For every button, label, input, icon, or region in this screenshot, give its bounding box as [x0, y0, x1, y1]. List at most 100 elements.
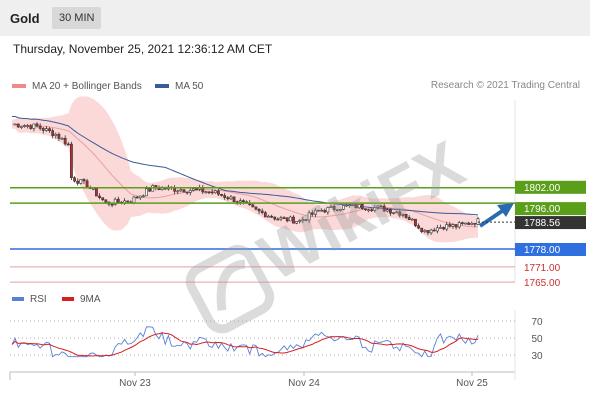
candle-body — [373, 207, 377, 211]
candle-body — [301, 219, 305, 221]
candle-body — [138, 195, 142, 199]
candle-body — [389, 209, 392, 214]
candle-body — [370, 209, 374, 212]
candle-body — [48, 128, 51, 132]
candle-body — [217, 190, 220, 195]
candle-body — [148, 188, 152, 192]
candle-body — [226, 197, 230, 200]
candle-body — [38, 125, 42, 129]
candle-body — [76, 180, 80, 184]
rsi-lines — [11, 326, 479, 358]
candle-body — [357, 204, 361, 209]
candle-body — [110, 203, 114, 206]
candle-body — [348, 204, 352, 206]
rsi-ma-line — [11, 332, 479, 357]
candle-body — [260, 210, 264, 213]
wikifx-logo-swoosh — [216, 259, 246, 311]
candle-body — [182, 189, 186, 193]
credit-text: Research © 2021 Trading Central — [430, 80, 580, 91]
candle-body — [426, 230, 430, 234]
candle-body — [95, 188, 98, 197]
candle-body — [382, 205, 386, 212]
candle-body — [435, 227, 439, 232]
legend-bollinger-swatch — [12, 84, 26, 89]
legend-9ma: 9MA — [62, 294, 101, 305]
candle-body — [101, 197, 105, 201]
candle-body — [298, 220, 302, 222]
candle-body — [242, 200, 245, 203]
legend-9ma-swatch — [62, 297, 74, 302]
rsi-tick-50: 50 — [531, 334, 543, 345]
level-label: 1802.00 — [524, 183, 561, 194]
candle-body — [60, 137, 64, 140]
candle-body — [254, 206, 258, 210]
candle-body — [467, 222, 471, 225]
x-tick-label: Nov 23 — [119, 378, 151, 389]
instrument-title: Gold — [10, 11, 40, 26]
candle-body — [251, 204, 255, 208]
candle-body — [323, 210, 327, 213]
candle-body — [364, 208, 367, 211]
candle-body — [132, 196, 136, 203]
legend-bollinger-label: MA 20 + Bollinger Bands — [32, 81, 142, 92]
candle-body — [335, 209, 339, 211]
candle-body — [407, 217, 411, 220]
candle-body — [85, 180, 89, 188]
candle-body — [376, 205, 380, 208]
candle-body — [473, 222, 477, 225]
candle-body — [451, 224, 455, 227]
candle-body — [145, 188, 148, 197]
candle-body — [267, 215, 270, 218]
candle-body — [401, 213, 405, 216]
candle-body — [295, 221, 298, 224]
candle-body — [304, 219, 308, 221]
candle-body — [229, 196, 233, 200]
legend-9ma-label: 9MA — [80, 294, 101, 305]
candle-body — [342, 205, 345, 210]
candle-body — [392, 212, 395, 214]
candle-body — [32, 123, 36, 129]
candle-body — [70, 143, 73, 178]
candle-body — [54, 133, 58, 136]
chart-header: Gold 30 MIN — [0, 0, 590, 36]
candle-body — [404, 213, 408, 218]
candle-body — [292, 216, 295, 224]
candle-body — [460, 222, 464, 224]
candle-body — [126, 200, 130, 203]
candle-body — [464, 222, 467, 225]
candle-body — [439, 227, 442, 229]
candle-body — [445, 224, 449, 230]
candle-body — [442, 227, 445, 230]
candle-body — [454, 224, 458, 228]
candle-body — [51, 130, 55, 136]
legend-rsi: RSI — [12, 294, 47, 305]
candle-body — [270, 215, 273, 218]
candle-body — [220, 193, 223, 196]
ma20-line — [11, 123, 479, 228]
level-label: 1771.00 — [524, 263, 561, 274]
candle-body — [448, 224, 452, 227]
candle-body — [195, 188, 198, 191]
level-tag-bg — [515, 180, 586, 194]
candle-body — [91, 188, 95, 190]
timestamp: Thursday, November 25, 2021 12:36:12 AM … — [13, 42, 273, 56]
ma50-line — [11, 115, 479, 216]
candle-body — [285, 217, 289, 222]
candle-body — [232, 196, 236, 203]
candle-body — [417, 225, 420, 229]
candle-body — [257, 208, 261, 212]
candle-body — [332, 205, 336, 210]
candle-body — [429, 229, 433, 234]
candle-body — [176, 190, 180, 193]
candle-body — [320, 209, 324, 212]
candle-body — [135, 196, 139, 199]
x-tick-label: Nov 24 — [288, 378, 320, 389]
candle-body — [210, 191, 214, 194]
candle-body — [23, 125, 26, 127]
level-tag-bg — [515, 243, 586, 256]
moving-average-layer — [11, 115, 479, 228]
candle-body — [379, 205, 383, 208]
current-price-tag — [515, 216, 586, 230]
timeframe-button[interactable]: 30 MIN — [52, 7, 102, 29]
candle-body — [345, 204, 349, 207]
